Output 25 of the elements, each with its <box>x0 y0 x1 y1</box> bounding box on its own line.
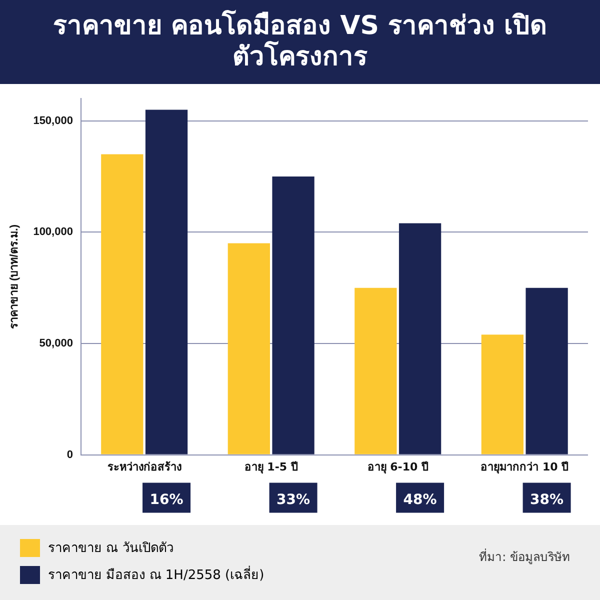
text: 48% <box>403 492 437 508</box>
y-tick-label: 50,000 <box>39 338 73 350</box>
y-tick-label: 100,000 <box>33 226 73 238</box>
y-axis-title: ราคาขาย (บาท/ตร.ม.) <box>8 224 21 329</box>
text: ที่มา: ข้อมูลบริษัท <box>479 548 570 566</box>
bar <box>272 176 314 454</box>
x-tick-label: อายุ 6-10 ปี <box>367 460 428 474</box>
text: 38% <box>530 492 564 508</box>
text: 16% <box>150 492 184 508</box>
x-tick-label: อายุมากกว่า 10 ปี <box>480 460 569 474</box>
legend-label: ราคาขาย ณ วันเปิดตัว <box>48 540 174 558</box>
x-tick-label: ระหว่างก่อสร้าง <box>107 460 182 474</box>
y-tick-label: 150,000 <box>33 114 73 127</box>
legend-label: ราคาขาย มือสอง ณ 1H/2558 (เฉลี่ย) <box>48 564 264 585</box>
bar <box>481 334 524 454</box>
bar <box>145 110 188 454</box>
text: 33% <box>276 492 310 508</box>
x-tick-label: อายุ 1-5 ปี <box>244 460 298 474</box>
bar <box>354 288 397 454</box>
chart-title: ราคาขาย คอนโดมือสอง VS ราคาช่วง เปิดตัวโครงการ <box>0 0 600 84</box>
bar <box>101 154 144 454</box>
y-tick-label: 0 <box>66 448 73 461</box>
bar <box>398 223 442 454</box>
bar <box>228 243 270 454</box>
bar <box>526 288 568 454</box>
